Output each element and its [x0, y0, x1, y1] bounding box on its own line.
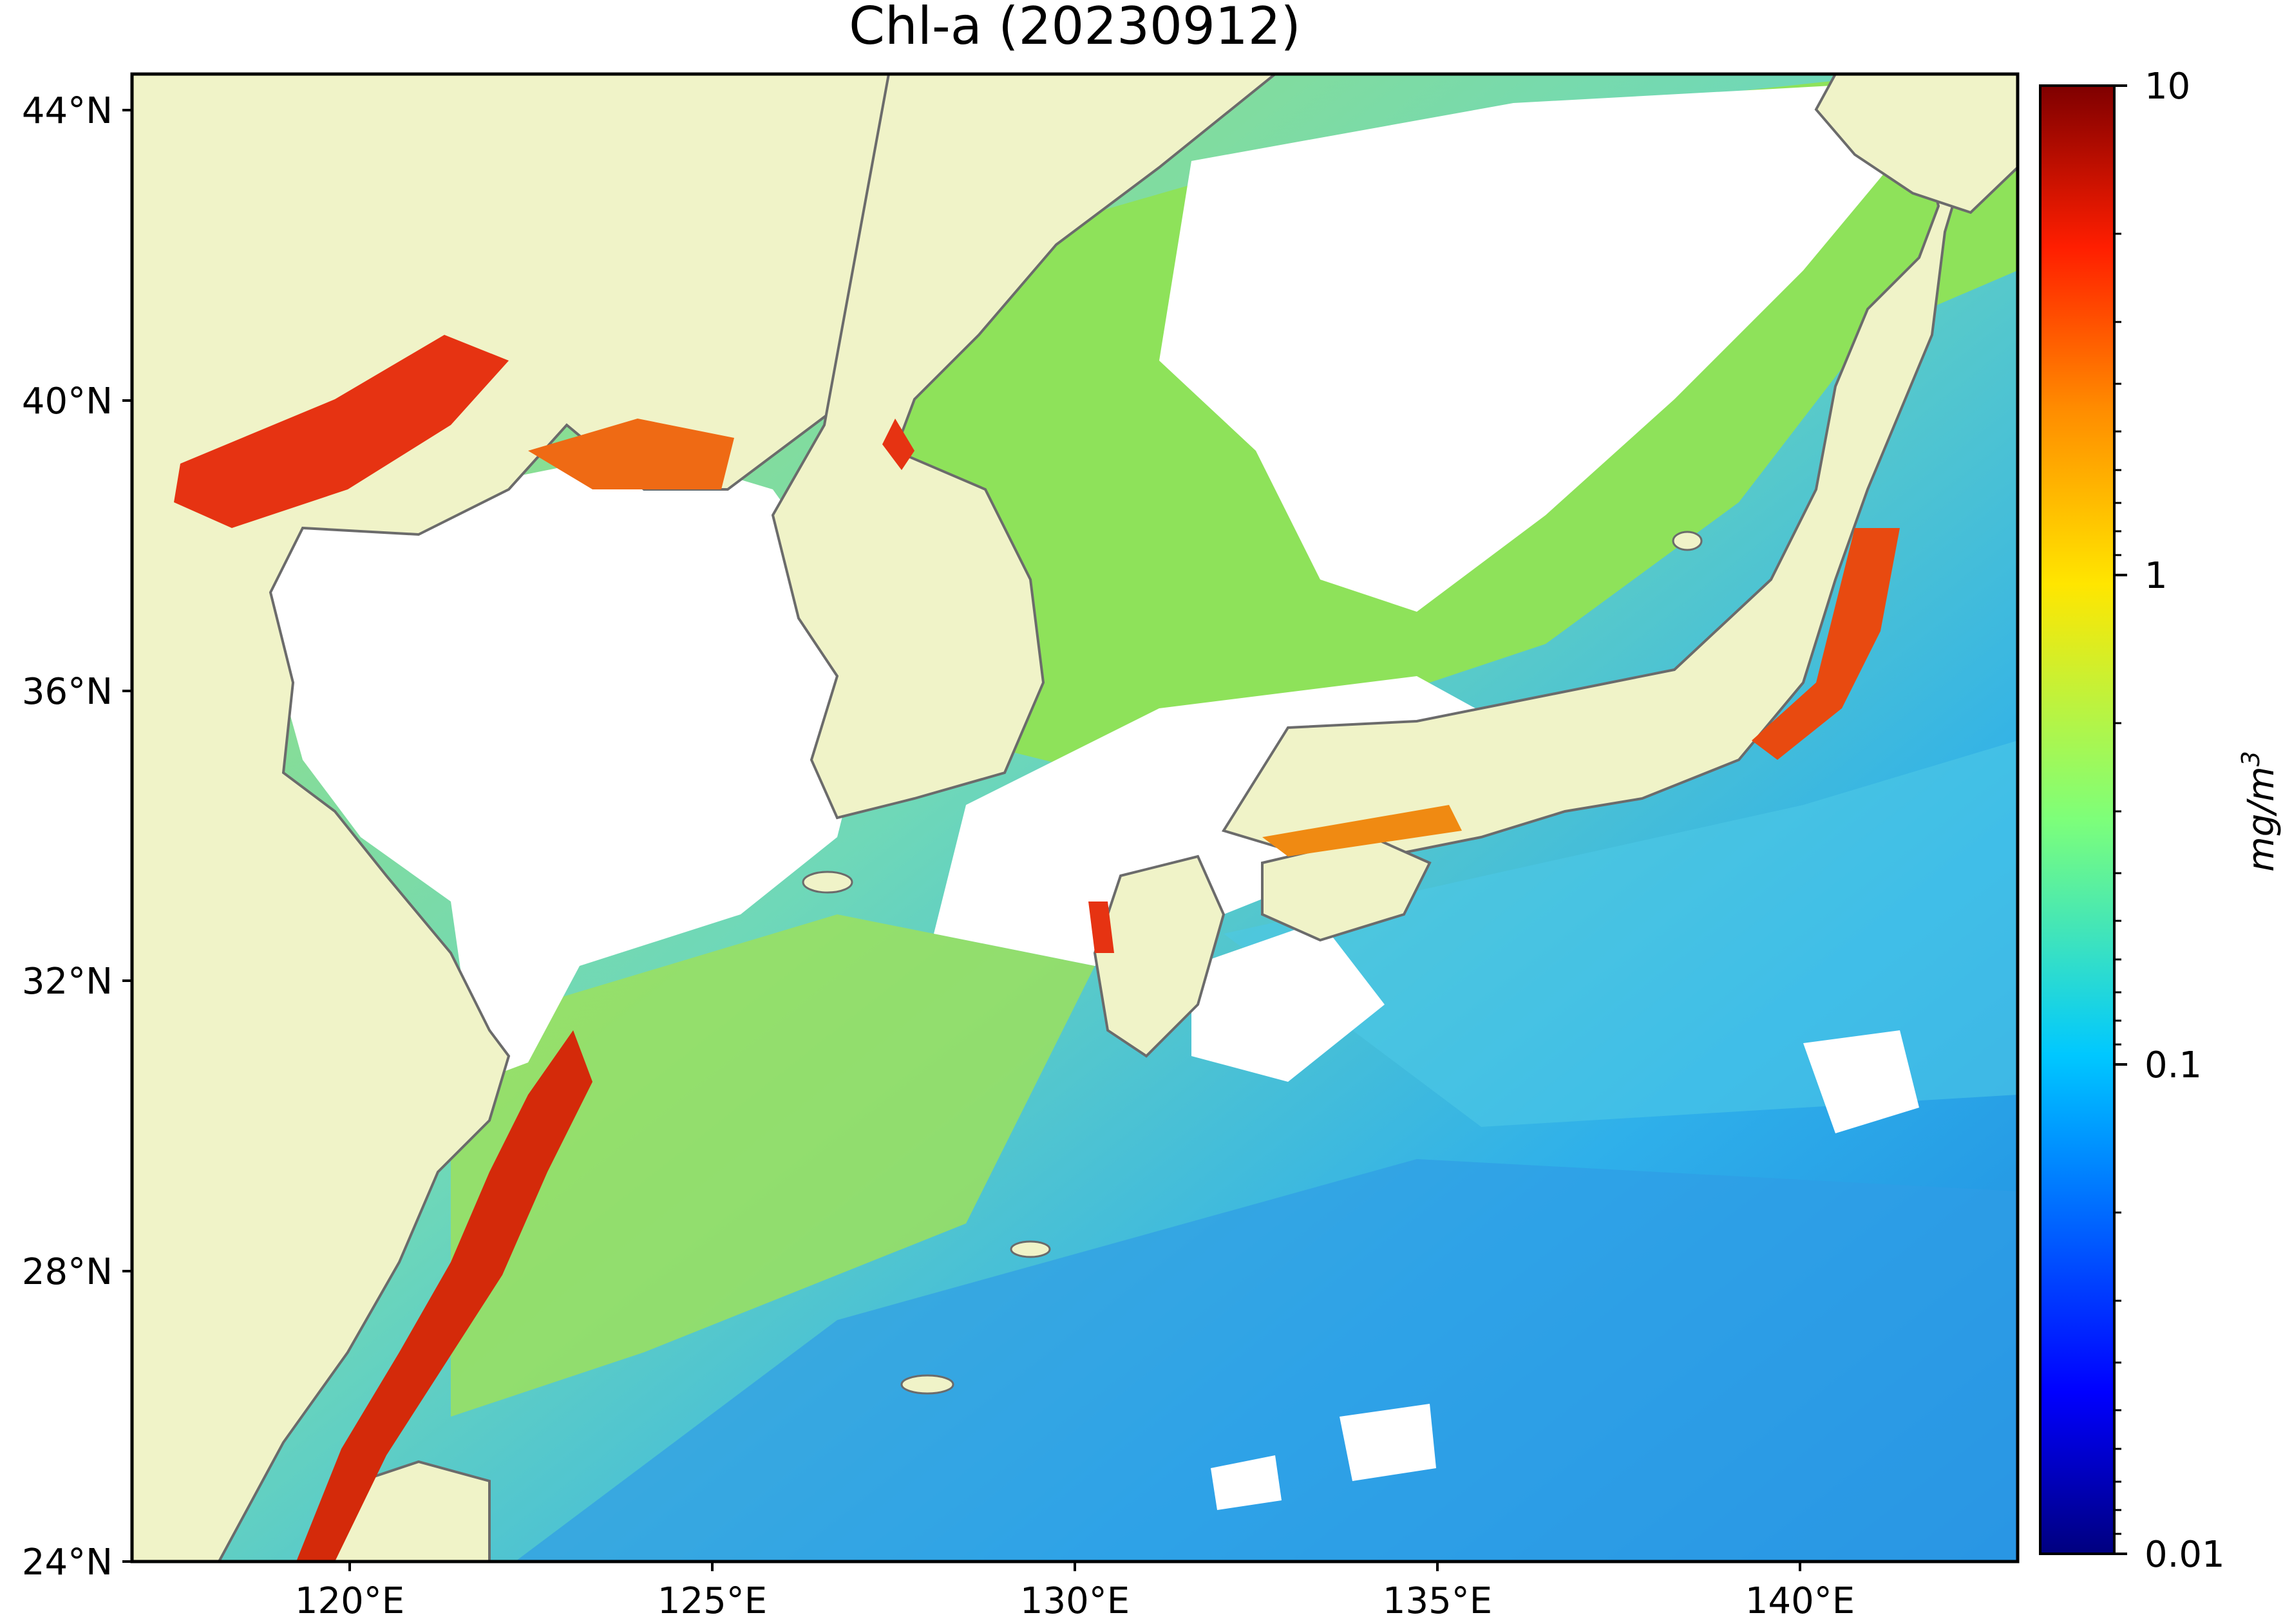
colorbar-gradient	[2039, 84, 2116, 1555]
lat-tick-label: 44°N	[22, 90, 113, 132]
lon-tick-label: 135°E	[1383, 1580, 1492, 1622]
sado-island	[1672, 531, 1703, 551]
seto-inland-sea-high-chl	[1262, 805, 1462, 856]
lon-tick-label: 130°E	[1020, 1580, 1130, 1622]
colorbar-unit-superscript: 3	[2237, 751, 2265, 766]
liaodong-bay-sea	[528, 419, 734, 489]
korea-west-coast-high-chl	[882, 419, 914, 470]
lon-tick-label: 120°E	[295, 1580, 404, 1622]
amami-island	[1010, 1240, 1051, 1258]
pacific-cloud-patch-4	[1211, 1455, 1282, 1510]
map-panel	[132, 74, 2018, 1562]
longitude-axis: 120°E 125°E 130°E 135°E 140°E	[295, 1562, 1855, 1622]
colorbar-tick-label: 0.1	[2145, 1044, 2202, 1086]
korean-peninsula-land	[771, 74, 1278, 820]
lat-tick-label: 32°N	[22, 961, 113, 1003]
colorbar-tick-label: 1	[2145, 555, 2168, 597]
latitude-axis: 24°N 28°N 32°N 36°N 40°N 44°N	[22, 90, 132, 1583]
colorbar-unit-base: mg/m	[2240, 766, 2282, 872]
pacific-cloud-patch-2	[1803, 1030, 1919, 1133]
east-china-sea-mid-chl	[451, 914, 1095, 1417]
okinawa-island	[900, 1374, 954, 1395]
pacific-cloud-patch-3	[1340, 1404, 1436, 1481]
kuroshio-low-chl-band	[515, 1159, 2018, 1562]
lat-tick-label: 24°N	[22, 1542, 113, 1583]
sea-of-japan-no-data	[1159, 84, 1932, 612]
lon-tick-label: 125°E	[658, 1580, 767, 1622]
colorbar-unit-label: mg/m3	[2237, 751, 2282, 872]
colorbar: 10 1 0.1 0.01 mg/m3	[2039, 66, 2282, 1576]
east-china-coastal-high-chl	[296, 1030, 592, 1562]
map-title: Chl-a (20230912)	[849, 0, 1301, 56]
jeju-island	[802, 871, 853, 894]
lat-tick-label: 28°N	[22, 1251, 113, 1293]
pacific-cloud-patch-1	[1191, 921, 1385, 1082]
colorbar-tick-label: 10	[2145, 66, 2190, 108]
japan-pacific-coast-high-chl	[1752, 528, 1900, 760]
pacific-cyan-region	[1224, 741, 2018, 1127]
lon-tick-label: 140°E	[1745, 1580, 1855, 1622]
lat-tick-label: 36°N	[22, 671, 113, 713]
hokkaido-land	[1814, 74, 2018, 214]
bohai-gulf-sea	[174, 335, 509, 528]
japan-kyushu-land	[1093, 854, 1226, 1058]
yellow-sea-no-data	[270, 451, 869, 1082]
ariake-bay-high-chl	[1088, 902, 1114, 953]
lat-tick-label: 40°N	[22, 381, 113, 422]
colorbar-tick-label: 0.01	[2145, 1534, 2225, 1576]
